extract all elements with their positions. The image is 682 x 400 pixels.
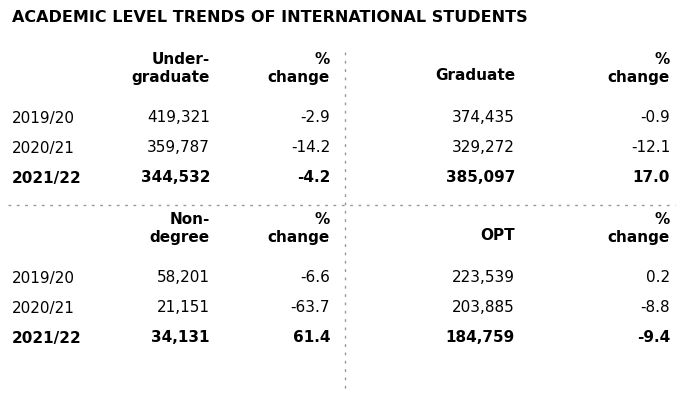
Text: 203,885: 203,885 (452, 300, 515, 316)
Text: -6.6: -6.6 (300, 270, 330, 286)
Text: %
change: % change (608, 212, 670, 245)
Text: %
change: % change (268, 52, 330, 85)
Text: 344,532: 344,532 (140, 170, 210, 186)
Text: 58,201: 58,201 (157, 270, 210, 286)
Text: -12.1: -12.1 (631, 140, 670, 156)
Text: 2021/22: 2021/22 (12, 330, 82, 346)
Text: 61.4: 61.4 (293, 330, 330, 346)
Text: ACADEMIC LEVEL TRENDS OF INTERNATIONAL STUDENTS: ACADEMIC LEVEL TRENDS OF INTERNATIONAL S… (12, 10, 528, 25)
Text: -2.9: -2.9 (300, 110, 330, 126)
Text: -14.2: -14.2 (291, 140, 330, 156)
Text: OPT: OPT (480, 228, 515, 243)
Text: -0.9: -0.9 (640, 110, 670, 126)
Text: 374,435: 374,435 (452, 110, 515, 126)
Text: Under-
graduate: Under- graduate (132, 52, 210, 85)
Text: 419,321: 419,321 (147, 110, 210, 126)
Text: -8.8: -8.8 (640, 300, 670, 316)
Text: 21,151: 21,151 (157, 300, 210, 316)
Text: 359,787: 359,787 (147, 140, 210, 156)
Text: 223,539: 223,539 (452, 270, 515, 286)
Text: Non-
degree: Non- degree (150, 212, 210, 245)
Text: 2019/20: 2019/20 (12, 110, 75, 126)
Text: 17.0: 17.0 (633, 170, 670, 186)
Text: 2020/21: 2020/21 (12, 140, 75, 156)
Text: %
change: % change (268, 212, 330, 245)
Text: 34,131: 34,131 (151, 330, 210, 346)
Text: -4.2: -4.2 (297, 170, 330, 186)
Text: %
change: % change (608, 52, 670, 85)
Text: Graduate: Graduate (435, 68, 515, 83)
Text: 2019/20: 2019/20 (12, 270, 75, 286)
Text: -63.7: -63.7 (291, 300, 330, 316)
Text: 329,272: 329,272 (452, 140, 515, 156)
Text: -9.4: -9.4 (637, 330, 670, 346)
Text: 2020/21: 2020/21 (12, 300, 75, 316)
Text: 2021/22: 2021/22 (12, 170, 82, 186)
Text: 385,097: 385,097 (445, 170, 515, 186)
Text: 0.2: 0.2 (646, 270, 670, 286)
Text: 184,759: 184,759 (446, 330, 515, 346)
